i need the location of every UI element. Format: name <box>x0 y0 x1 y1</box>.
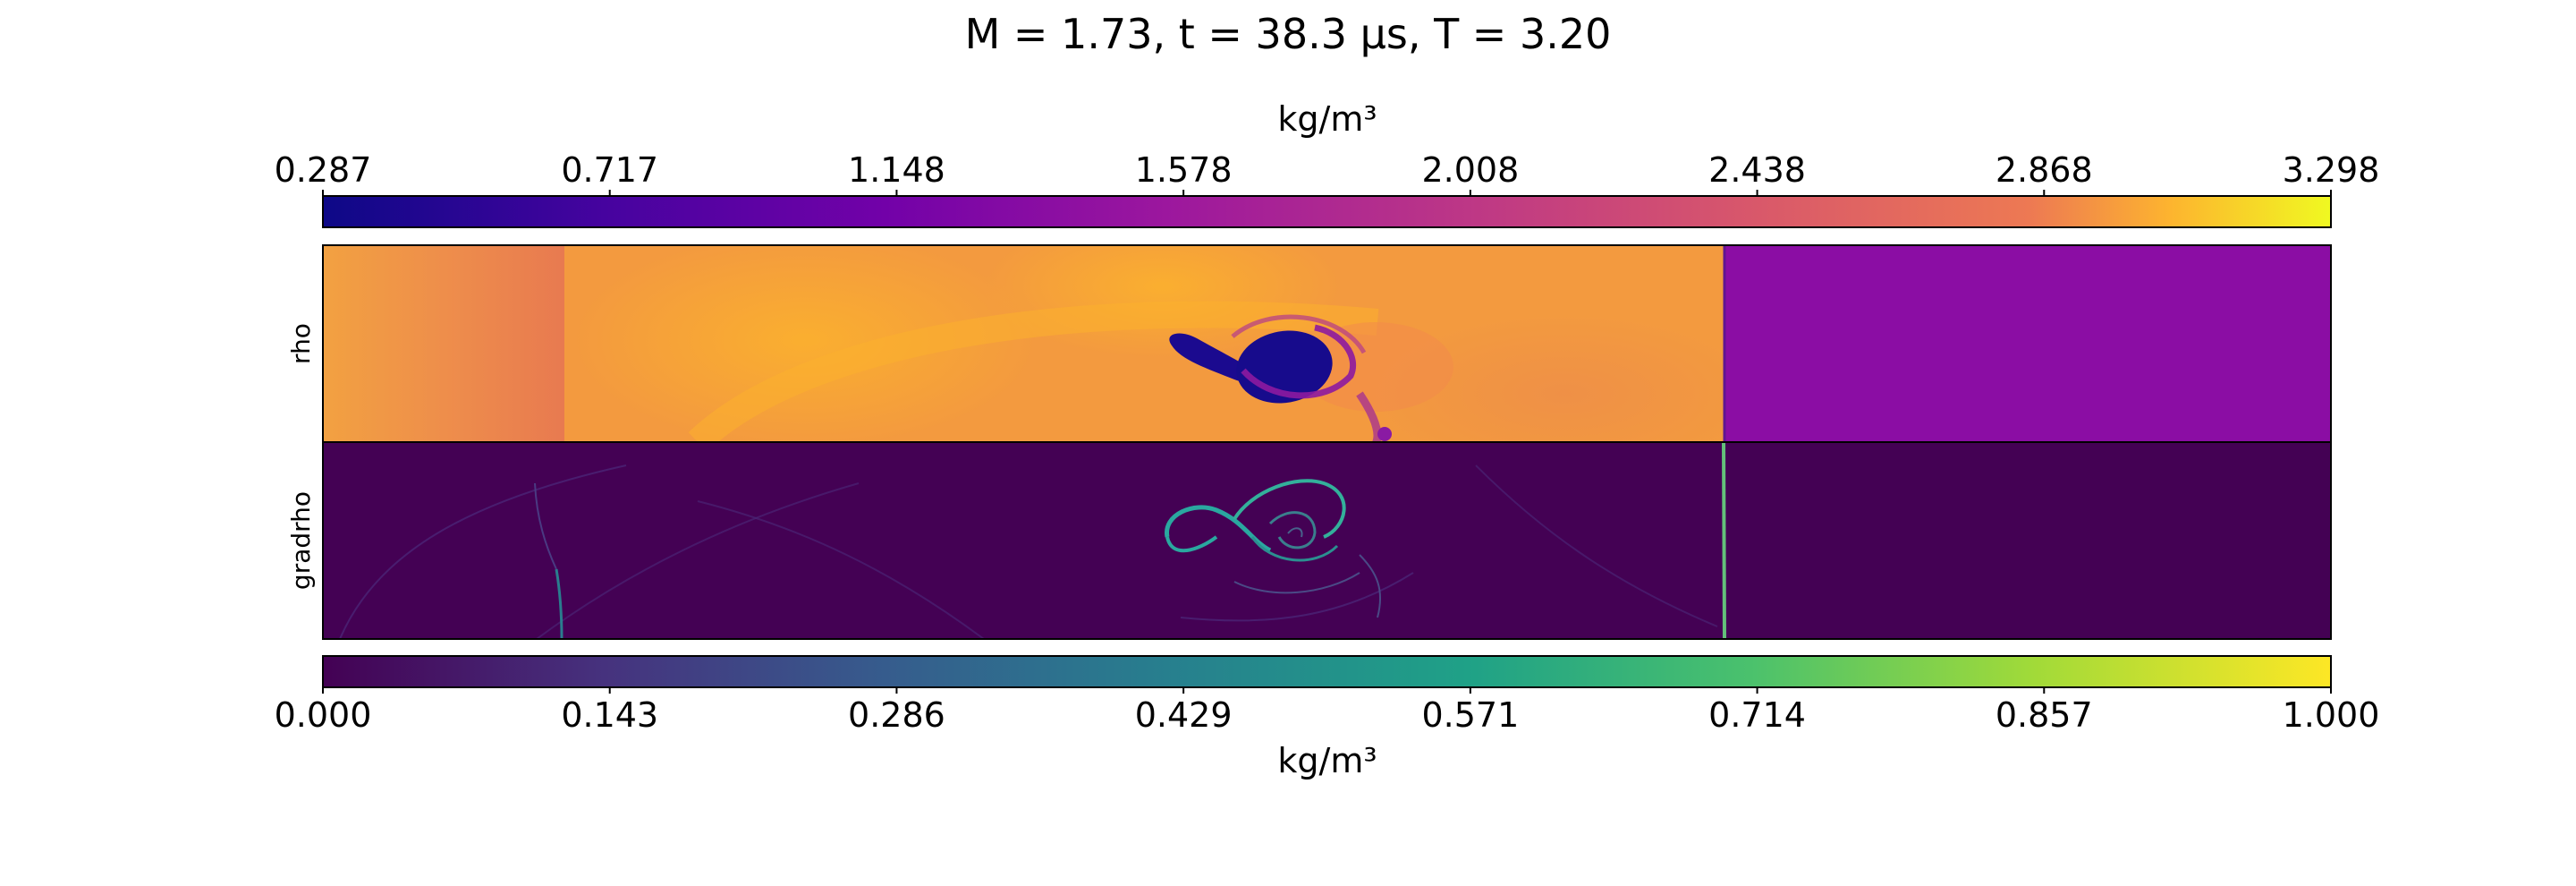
top-colorbar-tick-label: 2.438 <box>1708 150 1806 190</box>
reflected-wave <box>555 568 564 639</box>
top-colorbar-label: kg/m³ <box>1277 99 1377 139</box>
bottom-colorbar-tick-label: 0.714 <box>1708 695 1806 735</box>
top-colorbar-tick-label: 2.008 <box>1421 150 1519 190</box>
top-colorbar <box>322 195 2332 228</box>
bottom-colorbar <box>322 655 2332 688</box>
rho-ylabel: rho <box>286 323 316 364</box>
top-colorbar-tick-label: 1.578 <box>1135 150 1233 190</box>
top-colorbar-tick-label: 0.287 <box>275 150 372 190</box>
top-colorbar-ticks: 0.287 0.717 1.148 1.578 2.008 2.438 2.868 3.298 <box>275 150 2380 196</box>
bottom-colorbar-tick-label: 0.143 <box>561 695 658 735</box>
figure-title: M = 1.73, t = 38.3 μs, T = 3.20 <box>965 10 1612 58</box>
bottom-colorbar-tick-label: 0.857 <box>1996 695 2093 735</box>
bottom-colorbar-tick-label: 1.000 <box>2283 695 2380 735</box>
gradrho-ylabel: gradrho <box>286 491 316 590</box>
bottom-colorbar-tick-label: 0.571 <box>1421 695 1519 735</box>
rho-panel <box>323 245 2331 442</box>
pre-shock-region <box>1724 245 2331 442</box>
top-colorbar-tick-label: 0.717 <box>561 150 658 190</box>
top-colorbar-tick-label: 1.148 <box>848 150 945 190</box>
bottom-colorbar-tick-label: 0.429 <box>1135 695 1233 735</box>
gradrho-panel <box>323 442 2331 639</box>
bottom-colorbar-label: kg/m³ <box>1277 741 1377 780</box>
bottom-colorbar-ticks: 0.000 0.143 0.286 0.429 0.571 0.714 0.857 1.000 <box>275 687 2380 735</box>
top-colorbar-tick-label: 2.868 <box>1996 150 2093 190</box>
bottom-colorbar-tick-label: 0.286 <box>848 695 945 735</box>
bottom-colorbar-tick-label: 0.000 <box>275 695 372 735</box>
vortex-interface <box>1165 479 1382 618</box>
top-colorbar-tick-label: 3.298 <box>2283 150 2380 190</box>
